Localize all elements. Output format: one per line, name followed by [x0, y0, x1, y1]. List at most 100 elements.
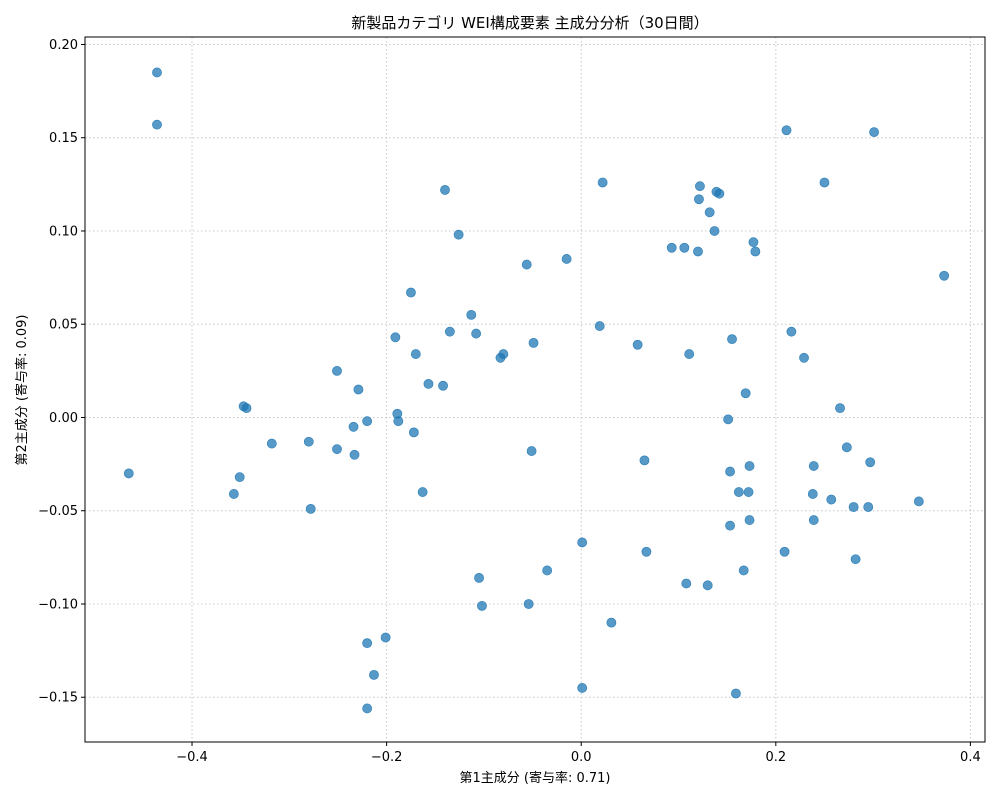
scatter-point [779, 546, 790, 557]
scatter-point [709, 226, 720, 236]
scatter-point [303, 436, 314, 447]
scatter-point [234, 472, 245, 483]
scatter-point [453, 229, 464, 240]
scatter-point [714, 188, 725, 199]
scatter-point [393, 416, 404, 427]
scatter-point [744, 461, 755, 471]
scatter-point [695, 181, 705, 192]
scatter-point [474, 572, 484, 583]
scatter-point [123, 468, 134, 479]
x-tick-label: 0.0 [571, 750, 592, 765]
scatter-point [848, 502, 859, 512]
scatter-point [348, 421, 359, 432]
scatter-point [410, 349, 421, 359]
scatter-point [639, 455, 650, 466]
scatter-point [723, 414, 734, 425]
scatter-point [731, 688, 741, 699]
scatter-point [693, 246, 703, 257]
scatter-point [417, 487, 428, 497]
x-tick-label: −0.4 [176, 750, 208, 765]
y-tick-label: −0.10 [38, 597, 78, 612]
scatter-point [597, 177, 608, 188]
scatter-point [332, 444, 342, 455]
y-tick-label: 0.00 [49, 411, 78, 426]
scatter-point [577, 537, 588, 548]
scatter-point [521, 259, 532, 270]
x-axis-label: 第1主成分 (寄与率: 0.71) [459, 770, 610, 786]
x-tick-label: 0.4 [960, 750, 981, 765]
scatter-point [808, 461, 819, 471]
scatter-point [353, 384, 364, 395]
data-points [123, 67, 950, 714]
y-tick-label: −0.05 [38, 504, 78, 519]
scatter-point [750, 246, 761, 257]
scatter-point [390, 332, 401, 343]
scatter-point [362, 703, 373, 714]
plot-frame [84, 36, 986, 743]
scatter-point [913, 496, 924, 507]
scatter-point [594, 321, 605, 331]
scatter-point [498, 349, 509, 359]
y-tick-label: 0.20 [49, 38, 78, 53]
scatter-point [241, 403, 252, 414]
scatter-point [684, 349, 695, 359]
scatter-point [740, 388, 751, 399]
scatter-point [408, 427, 419, 438]
grid-lines [85, 37, 985, 742]
scatter-point [744, 515, 755, 525]
scatter-point [694, 194, 704, 205]
scatter-point [850, 554, 861, 565]
scatter-point [748, 237, 759, 248]
scatter-point [808, 515, 819, 525]
scatter-point [725, 466, 735, 477]
scatter-point [743, 487, 754, 497]
scatter-point [471, 328, 482, 339]
scatter-point [807, 489, 818, 499]
scatter-point [380, 632, 391, 643]
scatter-point [440, 185, 450, 195]
scatter-point [369, 669, 379, 680]
scatter-point [865, 457, 876, 468]
scatter-point [725, 520, 735, 531]
scatter-point [477, 600, 487, 611]
y-tick-label: −0.15 [38, 691, 78, 706]
scatter-point [523, 599, 534, 609]
scatter-point [738, 565, 749, 576]
scatter-point [869, 127, 879, 138]
scatter-point [362, 416, 373, 427]
scatter-point [733, 487, 744, 497]
y-axis-label: 第2主成分 (寄与率: 0.09) [14, 314, 30, 465]
y-axis-ticks: −0.15 −0.10 −0.05 0.00 0.05 0.10 0.15 0.20 [38, 38, 85, 706]
y-tick-label: 0.05 [49, 318, 78, 333]
y-tick-label: 0.15 [49, 131, 78, 146]
scatter-point [786, 326, 797, 337]
scatter-point [423, 379, 434, 389]
scatter-point [577, 683, 588, 693]
x-tick-label: −0.2 [371, 750, 403, 765]
scatter-point [606, 617, 617, 628]
scatter-point [863, 502, 874, 512]
scatter-point [528, 337, 539, 348]
scatter-point [266, 438, 277, 449]
scatter-point [702, 580, 713, 591]
scatter-point [679, 242, 690, 253]
scatter-point [406, 287, 416, 298]
scatter-point [826, 494, 837, 505]
x-tick-label: 0.2 [765, 750, 786, 765]
y-tick-label: 0.10 [49, 224, 78, 239]
scatter-point [799, 352, 809, 363]
scatter-point [444, 326, 455, 337]
scatter-point [704, 207, 715, 218]
scatter-point [819, 177, 830, 188]
scatter-point [561, 254, 572, 264]
scatter-point [939, 270, 950, 281]
scatter-point [781, 125, 792, 136]
scatter-point [666, 242, 677, 253]
scatter-point [632, 339, 643, 350]
scatter-point [681, 578, 692, 589]
scatter-point [641, 546, 652, 557]
scatter-point [152, 67, 162, 78]
chart-title: 新製品カテゴリ WEI構成要素 主成分分析（30日間） [351, 14, 708, 32]
